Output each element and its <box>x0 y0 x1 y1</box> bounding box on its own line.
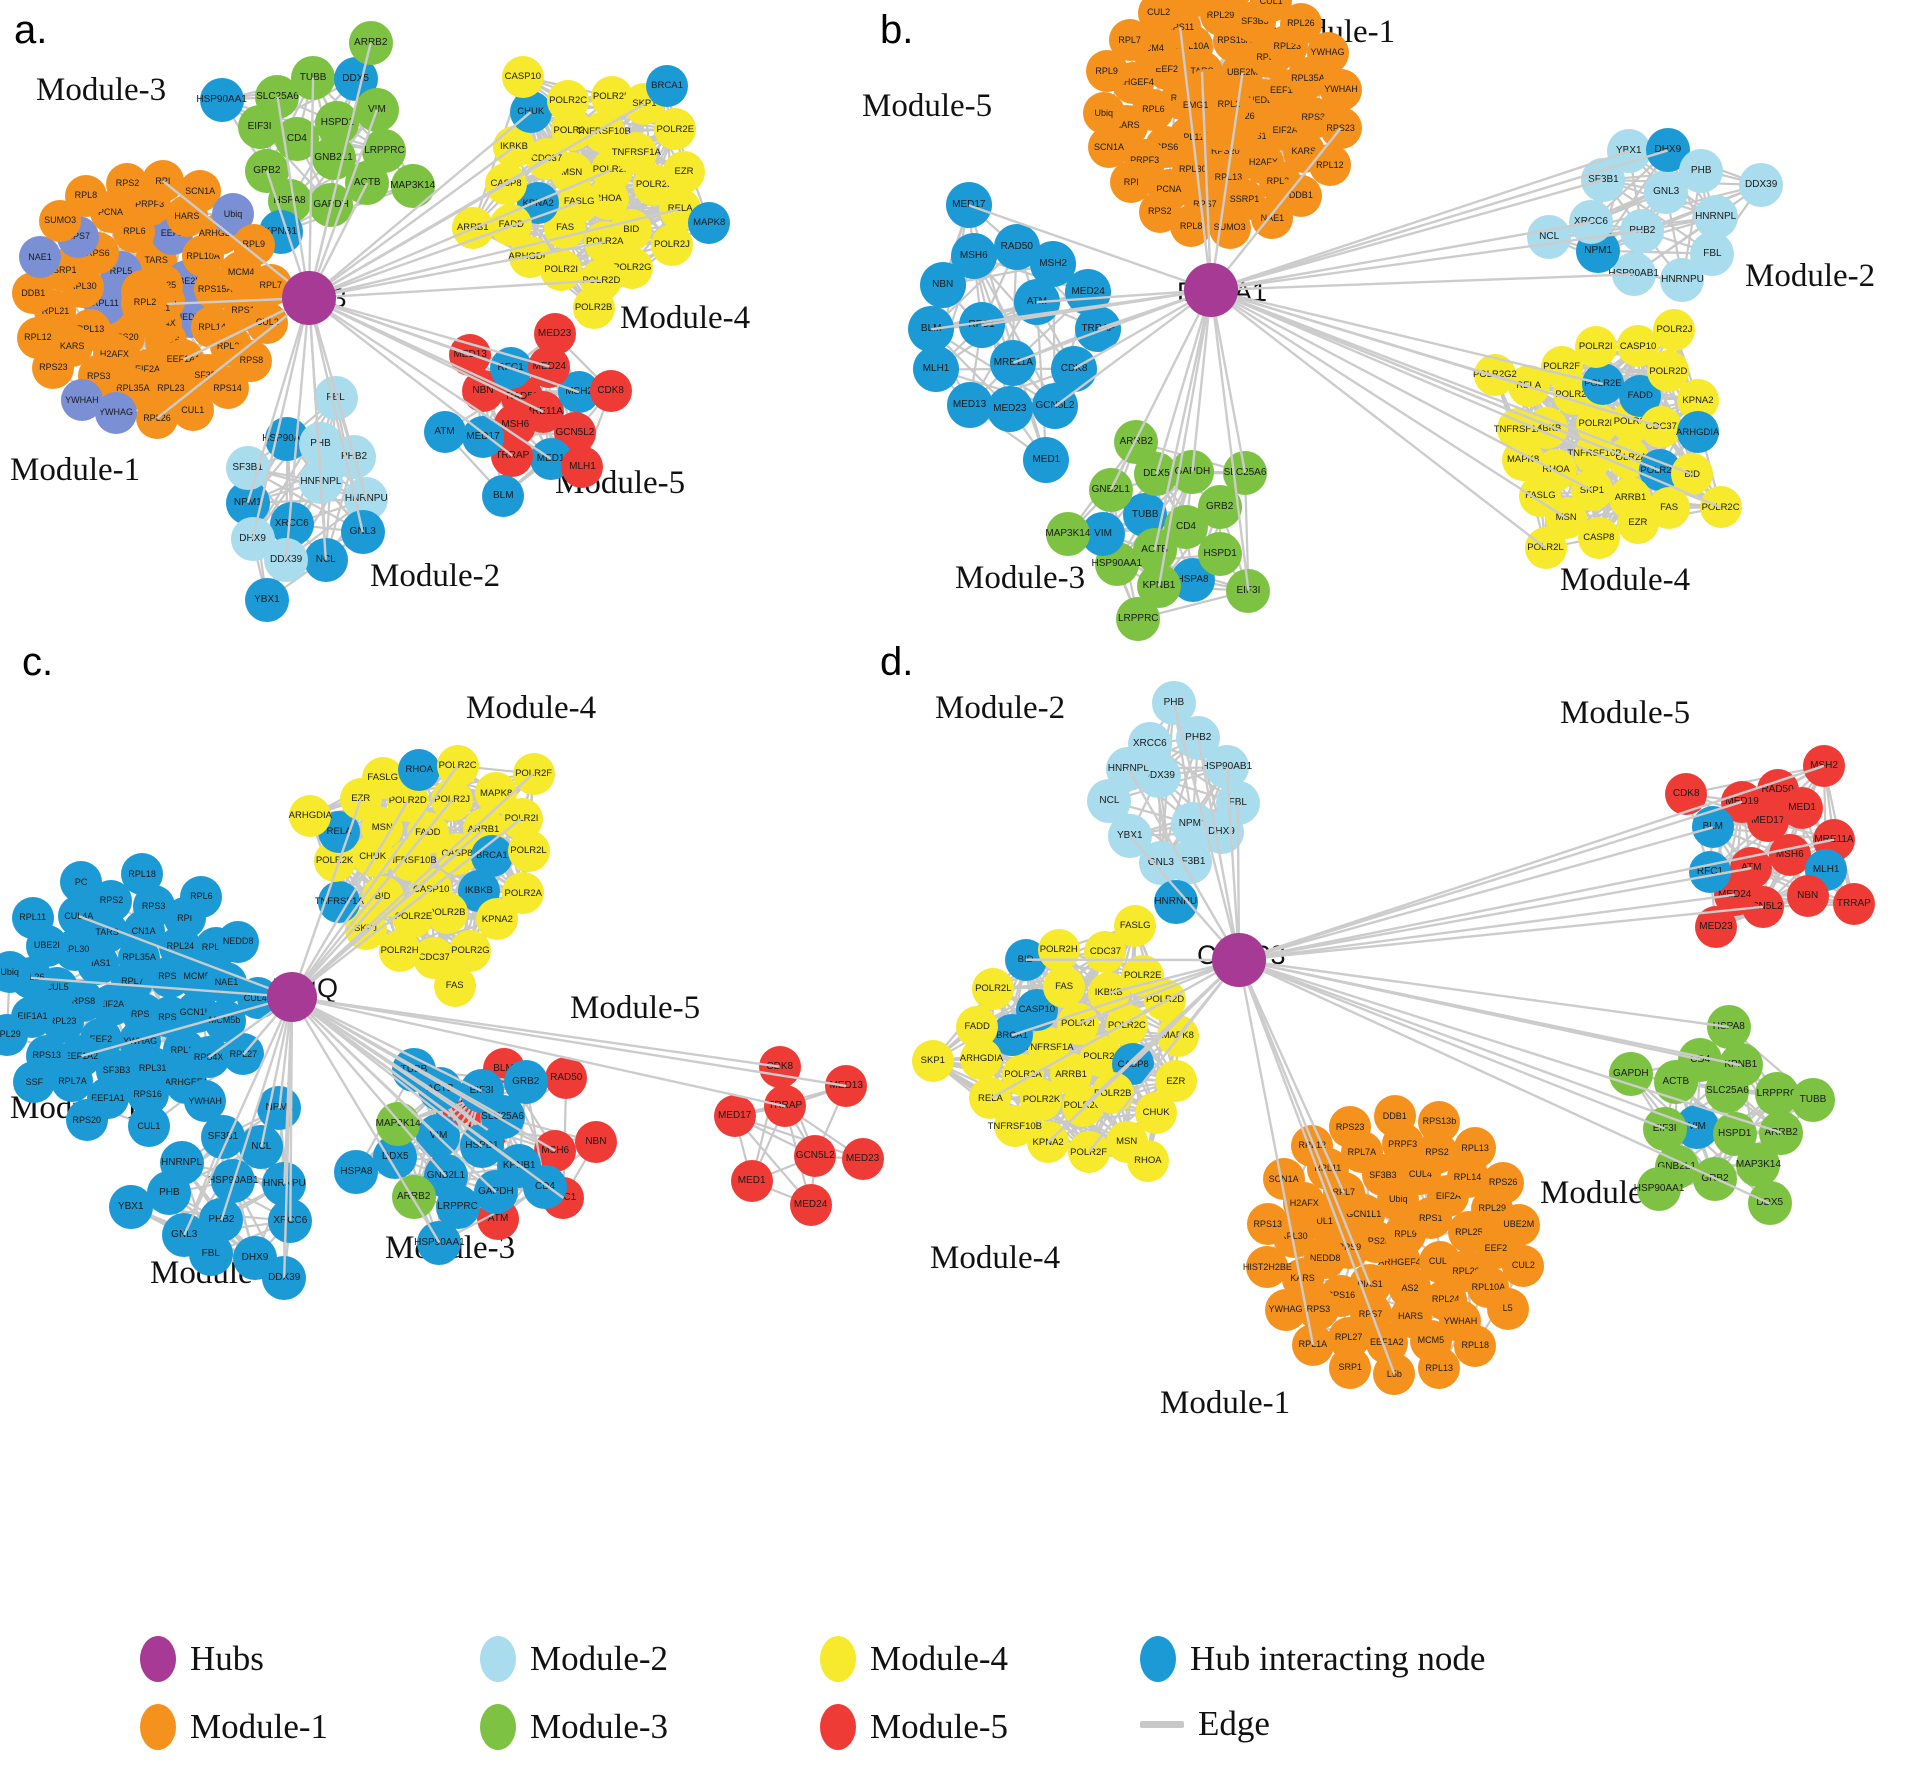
legend-color-swatch <box>480 1636 516 1682</box>
legend-item-module-5: Module-5 <box>820 1704 1008 1750</box>
panel-letter-b: b. <box>880 8 914 52</box>
legend-item-module-1: Module-1 <box>140 1704 328 1750</box>
panel-b-module-2-label: Module-2 <box>1745 258 1876 294</box>
network-node[interactable]: MED23 <box>533 313 576 356</box>
panel-b-module-3-label: Module-3 <box>955 560 1086 596</box>
panel-b-module-4-label: Module-4 <box>1560 562 1691 598</box>
legend-item-module-2: Module-2 <box>480 1636 668 1682</box>
legend-color-swatch <box>140 1704 176 1750</box>
panel-a-module-4-label: Module-4 <box>620 300 751 336</box>
legend-item-module-4: Module-4 <box>820 1636 1008 1682</box>
panel-letter-a: a. <box>14 8 48 52</box>
legend-color-swatch <box>1140 1636 1176 1682</box>
network-node[interactable]: RPL8 <box>64 174 107 217</box>
legend-color-swatch <box>820 1636 856 1682</box>
legend-color-swatch <box>140 1636 176 1682</box>
network-node[interactable]: RPS14 <box>1209 0 1252 12</box>
legend-item-hub-interacting-node: Hub interacting node <box>1140 1636 1485 1682</box>
panel-a-module-2-label: Module-2 <box>370 558 501 594</box>
panel-letter-c: c. <box>22 640 54 684</box>
legend-label: Hub interacting node <box>1190 1639 1486 1678</box>
panel-b-module-5-label: Module-5 <box>862 88 993 124</box>
panel-letter-d: d. <box>880 640 914 684</box>
network-node[interactable]: SKP1 <box>911 1040 954 1083</box>
legend-label: Module-1 <box>190 1707 329 1746</box>
hub-node[interactable] <box>1212 933 1266 987</box>
network-node[interactable]: FASLG <box>1114 904 1157 947</box>
panel-a-module-1-label: Module-1 <box>10 452 141 488</box>
panel-d-module-1-label: Module-1 <box>1160 1385 1291 1421</box>
legend-label: Module-2 <box>530 1639 669 1678</box>
panel-c-module-4-label: Module-4 <box>466 690 597 726</box>
network-node[interactable]: YBX1 <box>1107 814 1152 858</box>
legend-label: Module-4 <box>870 1639 1009 1678</box>
legend-label: Module-3 <box>530 1707 669 1746</box>
legend-item-hubs: Hubs <box>140 1636 264 1682</box>
legend: Hubs Module-1 Module-2 Module-3 Module-4 Modu… <box>140 1636 1485 1766</box>
hub-node[interactable] <box>267 972 317 1022</box>
legend-color-swatch <box>820 1704 856 1750</box>
legend-item-module-3: Module-3 <box>480 1704 668 1750</box>
panel-d-module-5-label: Module-5 <box>1560 695 1691 731</box>
legend-edge-swatch <box>1140 1720 1184 1728</box>
hub-node[interactable] <box>282 271 336 325</box>
network-node[interactable]: EZR <box>1616 502 1659 545</box>
network-node[interactable]: FAS <box>1043 965 1086 1008</box>
legend-label: Hubs <box>190 1639 264 1678</box>
legend-item-edge: Edge <box>1140 1704 1270 1744</box>
panel-a-module-3-label: Module-3 <box>36 72 167 108</box>
network-node[interactable]: FAS <box>433 964 476 1007</box>
hub-node[interactable] <box>1184 263 1238 317</box>
legend-label: Module-5 <box>870 1707 1009 1746</box>
panel-c-module-5-label: Module-5 <box>570 990 701 1026</box>
legend-label: Edge <box>1198 1704 1270 1743</box>
panel-d-module-2-label: Module-2 <box>935 690 1066 726</box>
legend-color-swatch <box>480 1704 516 1750</box>
panel-d-module-4-label: Module-4 <box>930 1240 1061 1276</box>
